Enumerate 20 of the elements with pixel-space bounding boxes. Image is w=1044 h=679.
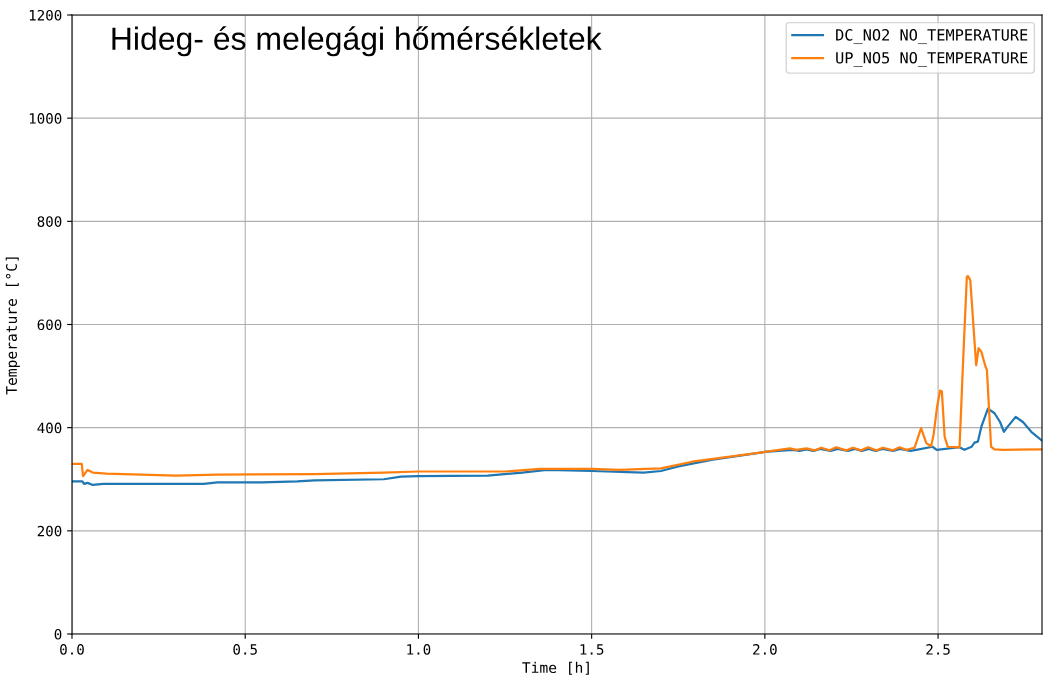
x-tick-label: 1.0 (407, 644, 431, 655)
y-tick-label: 400 (37, 422, 62, 434)
chart-title: Hideg- és melegági hőmérsékletek (112, 26, 602, 57)
x-axis-title: Time [h] (522, 661, 589, 675)
legend-label: DC_NO2 NO_TEMPERATURE (836, 29, 1028, 45)
legend-label: UP_NO5 NO_TEMPERATURE (836, 52, 1028, 67)
x-tick-label: 2.5 (926, 644, 950, 655)
y-tick-label: 1200 (29, 9, 62, 21)
y-tick-label: 600 (37, 319, 62, 331)
x-tick-label: 1.5 (580, 644, 604, 655)
line-series (72, 407, 1042, 487)
line-series (72, 274, 1042, 478)
y-tick-label: 800 (37, 216, 62, 227)
y-tick-label: 0 (54, 628, 62, 640)
x-tick-label: 2.0 (753, 644, 777, 655)
y-tick-label: 200 (37, 525, 62, 537)
y-axis-title: Temperature [°C] (5, 257, 20, 395)
x-tick-label: 0.0 (60, 644, 84, 655)
x-tick-label: 0.5 (233, 644, 257, 655)
y-tick-label: 1000 (29, 113, 62, 124)
